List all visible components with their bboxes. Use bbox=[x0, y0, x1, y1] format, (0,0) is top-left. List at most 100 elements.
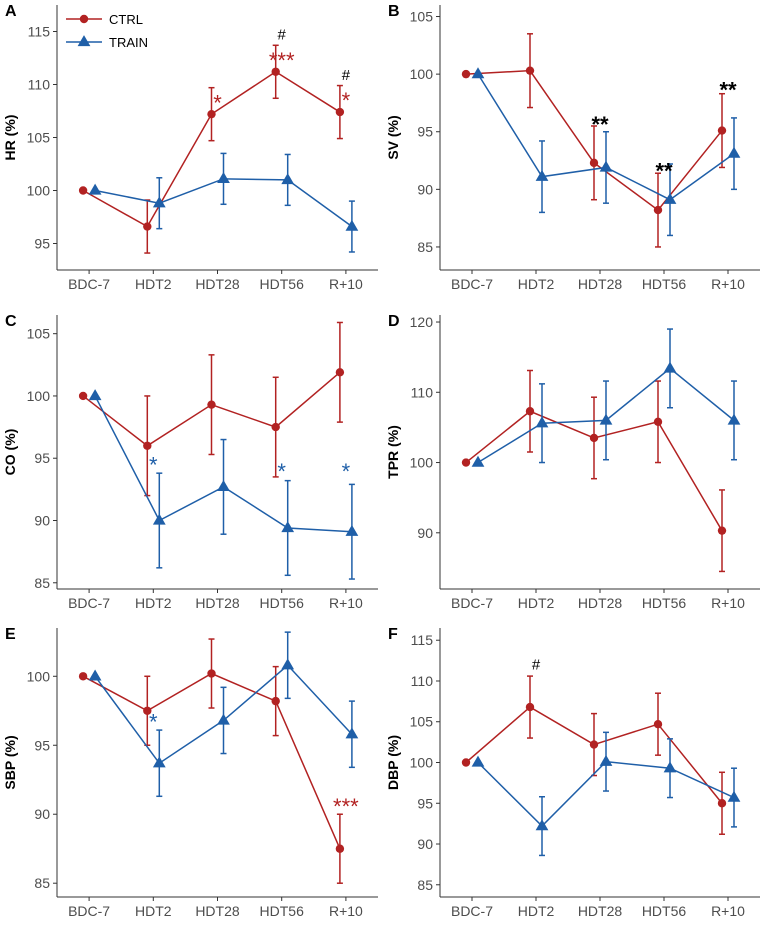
panel-letter: D bbox=[388, 313, 400, 330]
x-tick-label: HDT2 bbox=[518, 276, 555, 292]
panel-letter: F bbox=[388, 626, 398, 643]
y-tick-label: 90 bbox=[417, 525, 433, 541]
legend-label-train: TRAIN bbox=[109, 35, 148, 50]
series-train bbox=[88, 152, 359, 253]
data-point-train bbox=[727, 413, 741, 425]
y-tick-label: 120 bbox=[410, 314, 434, 330]
data-point-ctrl bbox=[461, 758, 471, 767]
significance-annotation: * bbox=[149, 710, 158, 735]
x-tick-label: HDT56 bbox=[642, 276, 687, 292]
y-tick-label: 85 bbox=[417, 877, 433, 893]
series-train bbox=[471, 67, 741, 237]
data-point-ctrl bbox=[78, 391, 88, 401]
x-tick-label: HDT2 bbox=[518, 595, 555, 611]
data-point-ctrl bbox=[143, 706, 152, 715]
panel-letter: B bbox=[388, 3, 400, 20]
y-tick-label: 110 bbox=[411, 384, 434, 400]
x-tick-label: HDT28 bbox=[578, 595, 623, 611]
y-tick-label: 100 bbox=[410, 755, 434, 771]
x-tick-label: R+10 bbox=[329, 595, 363, 611]
y-axis-title: HR (%) bbox=[2, 115, 18, 161]
y-axis-title: DBP (%) bbox=[385, 735, 401, 790]
y-tick-label: 110 bbox=[411, 673, 434, 689]
legend: CTRL TRAIN bbox=[66, 12, 148, 50]
data-point-train bbox=[663, 192, 677, 204]
x-tick-label: HDT28 bbox=[578, 276, 623, 292]
data-point-ctrl bbox=[717, 799, 727, 808]
data-point-ctrl bbox=[525, 702, 535, 712]
x-tick-label: R+10 bbox=[329, 903, 363, 919]
x-tick-label: R+10 bbox=[711, 276, 745, 292]
data-point-ctrl bbox=[589, 158, 599, 168]
significance-annotation: *** bbox=[269, 48, 295, 73]
data-point-train bbox=[471, 455, 485, 467]
data-point-ctrl bbox=[207, 669, 216, 678]
y-tick-label: 90 bbox=[417, 181, 433, 197]
series-ctrl bbox=[78, 321, 345, 497]
data-point-ctrl bbox=[335, 844, 345, 853]
data-point-train bbox=[471, 755, 485, 767]
data-point-train bbox=[281, 658, 295, 670]
data-point-ctrl bbox=[207, 109, 216, 119]
data-point-ctrl bbox=[525, 407, 535, 416]
data-point-train bbox=[345, 219, 359, 231]
data-point-train bbox=[152, 513, 166, 525]
x-tick-label: R+10 bbox=[711, 903, 745, 919]
x-tick-label: R+10 bbox=[711, 595, 745, 611]
data-point-ctrl bbox=[271, 422, 280, 432]
series-ctrl bbox=[461, 675, 727, 835]
significance-annotation: ** bbox=[591, 112, 609, 137]
data-point-train bbox=[88, 669, 102, 681]
significance-annotation: # bbox=[532, 657, 541, 674]
y-tick-label: 95 bbox=[34, 450, 50, 466]
y-tick-label: 85 bbox=[34, 575, 50, 591]
significance-annotation: * bbox=[277, 459, 286, 484]
panel-d: 90 100 110 120 BDC-7 HDT2 HDT28 HDT56 R+10 TPR (%… bbox=[385, 313, 760, 611]
data-point-ctrl bbox=[461, 458, 471, 467]
data-point-train bbox=[599, 754, 613, 766]
x-tick-label: HDT56 bbox=[260, 903, 305, 919]
data-point-train bbox=[599, 413, 613, 425]
y-tick-label: 100 bbox=[410, 66, 434, 82]
y-tick-label: 110 bbox=[28, 77, 51, 93]
legend-label-ctrl: CTRL bbox=[109, 12, 143, 27]
data-point-train bbox=[727, 790, 741, 802]
panel-a: 95 100 105 110 115 BDC-7 HDT2 HDT28 HDT56 R+10 HR … bbox=[2, 3, 378, 292]
data-point-train bbox=[663, 361, 677, 373]
data-point-train bbox=[727, 146, 741, 158]
data-point-train bbox=[281, 173, 295, 185]
y-tick-label: 95 bbox=[417, 124, 433, 140]
series-ctrl bbox=[461, 33, 727, 248]
panel-c: 85 90 95 100 105 BDC-7 HDT2 HDT28 HDT56 R+10 CO (%… bbox=[2, 313, 378, 611]
series-ctrl bbox=[78, 44, 345, 254]
significance-annotation: *** bbox=[333, 794, 359, 819]
data-point-ctrl bbox=[653, 205, 663, 215]
y-tick-label: 105 bbox=[27, 130, 51, 146]
series-ctrl bbox=[461, 369, 727, 573]
data-point-train bbox=[471, 67, 485, 79]
panel-letter: E bbox=[5, 626, 16, 643]
y-tick-label: 95 bbox=[34, 737, 50, 753]
x-tick-label: HDT56 bbox=[642, 903, 687, 919]
x-tick-label: HDT56 bbox=[260, 276, 305, 292]
x-tick-label: HDT28 bbox=[578, 903, 623, 919]
x-tick-label: HDT56 bbox=[642, 595, 687, 611]
data-point-ctrl bbox=[717, 126, 727, 135]
series-train bbox=[88, 631, 359, 798]
series-train bbox=[471, 328, 741, 467]
significance-annotation: * bbox=[342, 88, 351, 113]
y-tick-label: 100 bbox=[27, 668, 51, 684]
data-point-ctrl bbox=[78, 186, 88, 195]
x-tick-label: BDC-7 bbox=[68, 903, 110, 919]
data-point-train bbox=[535, 416, 549, 428]
panel-f: 85 90 95 100 105 110 115 BDC-7 HDT2 HDT28 HDT56 R+1… bbox=[385, 626, 760, 919]
data-point-ctrl bbox=[271, 67, 280, 76]
data-point-ctrl bbox=[461, 69, 471, 79]
series-ctrl bbox=[78, 638, 345, 884]
x-tick-label: HDT28 bbox=[195, 595, 240, 611]
y-tick-label: 115 bbox=[411, 632, 434, 648]
y-axis-title: CO (%) bbox=[2, 429, 18, 476]
data-point-ctrl bbox=[653, 417, 663, 426]
x-tick-label: HDT28 bbox=[195, 276, 240, 292]
